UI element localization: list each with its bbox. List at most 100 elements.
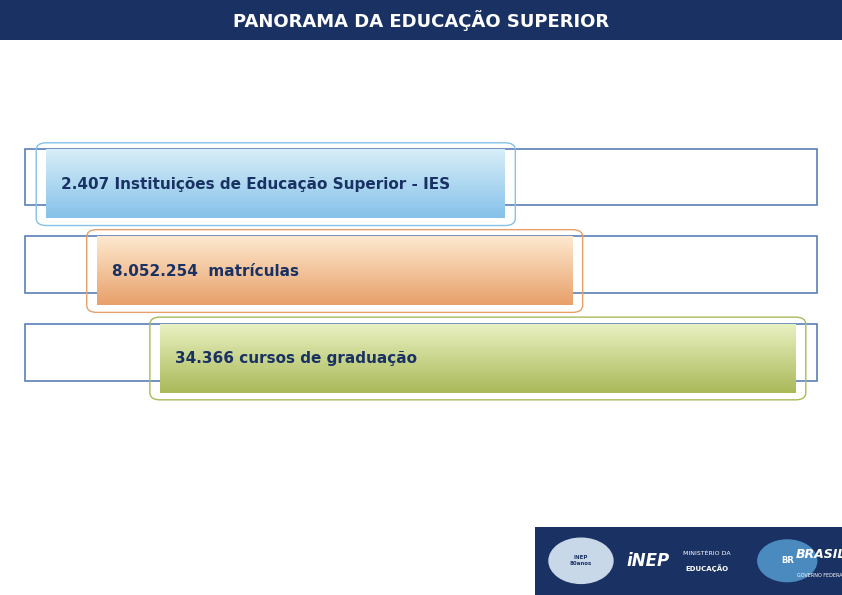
FancyBboxPatch shape <box>160 366 796 368</box>
FancyBboxPatch shape <box>97 290 573 292</box>
FancyBboxPatch shape <box>160 357 796 358</box>
FancyBboxPatch shape <box>97 274 573 275</box>
FancyBboxPatch shape <box>46 183 505 184</box>
FancyBboxPatch shape <box>160 339 796 340</box>
FancyBboxPatch shape <box>97 273 573 274</box>
FancyBboxPatch shape <box>46 178 505 180</box>
FancyBboxPatch shape <box>160 376 796 378</box>
Text: GOVERNO FEDERAL: GOVERNO FEDERAL <box>797 572 842 578</box>
FancyBboxPatch shape <box>46 215 505 217</box>
FancyBboxPatch shape <box>46 195 505 197</box>
FancyBboxPatch shape <box>97 251 573 253</box>
FancyBboxPatch shape <box>97 243 573 245</box>
FancyBboxPatch shape <box>97 291 573 293</box>
FancyBboxPatch shape <box>25 149 817 205</box>
FancyBboxPatch shape <box>97 270 573 272</box>
Text: iNEP: iNEP <box>626 552 670 570</box>
FancyBboxPatch shape <box>97 259 573 261</box>
FancyBboxPatch shape <box>46 170 505 171</box>
FancyBboxPatch shape <box>160 334 796 336</box>
FancyBboxPatch shape <box>97 268 573 270</box>
FancyBboxPatch shape <box>97 249 573 250</box>
Text: 2.407 Instituições de Educação Superior - IES: 2.407 Instituições de Educação Superior … <box>61 177 450 192</box>
FancyBboxPatch shape <box>97 242 573 244</box>
FancyBboxPatch shape <box>0 0 842 40</box>
FancyBboxPatch shape <box>97 292 573 294</box>
FancyBboxPatch shape <box>160 372 796 374</box>
FancyBboxPatch shape <box>46 205 505 207</box>
FancyBboxPatch shape <box>46 183 505 185</box>
FancyBboxPatch shape <box>97 262 573 264</box>
FancyBboxPatch shape <box>46 152 505 154</box>
FancyBboxPatch shape <box>160 353 796 355</box>
FancyBboxPatch shape <box>46 174 505 176</box>
FancyBboxPatch shape <box>46 214 505 216</box>
FancyBboxPatch shape <box>160 355 796 356</box>
FancyBboxPatch shape <box>97 293 573 295</box>
FancyBboxPatch shape <box>46 210 505 212</box>
FancyBboxPatch shape <box>46 151 505 152</box>
FancyBboxPatch shape <box>160 335 796 337</box>
FancyBboxPatch shape <box>160 378 796 380</box>
FancyBboxPatch shape <box>46 192 505 193</box>
FancyBboxPatch shape <box>160 337 796 339</box>
FancyBboxPatch shape <box>160 367 796 369</box>
FancyBboxPatch shape <box>160 324 796 325</box>
Text: MINISTÉRIO DA: MINISTÉRIO DA <box>684 550 731 556</box>
FancyBboxPatch shape <box>46 194 505 196</box>
FancyBboxPatch shape <box>160 356 796 358</box>
FancyBboxPatch shape <box>160 326 796 328</box>
FancyBboxPatch shape <box>97 300 573 302</box>
FancyBboxPatch shape <box>97 286 573 288</box>
FancyBboxPatch shape <box>46 212 505 214</box>
FancyBboxPatch shape <box>160 387 796 389</box>
FancyBboxPatch shape <box>160 390 796 392</box>
FancyBboxPatch shape <box>46 149 505 151</box>
FancyBboxPatch shape <box>160 327 796 329</box>
FancyBboxPatch shape <box>97 245 573 247</box>
Text: 34.366 cursos de graduação: 34.366 cursos de graduação <box>175 351 417 366</box>
FancyBboxPatch shape <box>46 204 505 206</box>
FancyBboxPatch shape <box>46 163 505 165</box>
FancyBboxPatch shape <box>160 369 796 371</box>
FancyBboxPatch shape <box>46 173 505 175</box>
FancyBboxPatch shape <box>160 330 796 332</box>
FancyBboxPatch shape <box>160 386 796 388</box>
FancyBboxPatch shape <box>97 266 573 268</box>
FancyBboxPatch shape <box>97 253 573 255</box>
FancyBboxPatch shape <box>160 325 796 327</box>
FancyBboxPatch shape <box>46 181 505 183</box>
FancyBboxPatch shape <box>97 282 573 284</box>
FancyBboxPatch shape <box>160 371 796 373</box>
FancyBboxPatch shape <box>97 302 573 304</box>
FancyBboxPatch shape <box>97 299 573 300</box>
FancyBboxPatch shape <box>46 179 505 181</box>
FancyBboxPatch shape <box>160 346 796 348</box>
FancyBboxPatch shape <box>46 162 505 164</box>
FancyBboxPatch shape <box>160 377 796 379</box>
FancyBboxPatch shape <box>46 201 505 202</box>
FancyBboxPatch shape <box>97 264 573 265</box>
FancyBboxPatch shape <box>97 301 573 303</box>
FancyBboxPatch shape <box>160 382 796 384</box>
FancyBboxPatch shape <box>46 186 505 187</box>
FancyBboxPatch shape <box>97 261 573 263</box>
FancyBboxPatch shape <box>97 287 573 289</box>
FancyBboxPatch shape <box>46 169 505 170</box>
FancyBboxPatch shape <box>97 296 573 298</box>
FancyBboxPatch shape <box>97 244 573 246</box>
FancyBboxPatch shape <box>97 278 573 280</box>
FancyBboxPatch shape <box>25 236 817 293</box>
FancyBboxPatch shape <box>46 177 505 178</box>
FancyBboxPatch shape <box>46 209 505 211</box>
Text: EDUCAÇÃO: EDUCAÇÃO <box>685 565 729 572</box>
FancyBboxPatch shape <box>160 349 796 350</box>
FancyBboxPatch shape <box>97 237 573 239</box>
FancyBboxPatch shape <box>46 176 505 177</box>
FancyBboxPatch shape <box>535 527 842 595</box>
FancyBboxPatch shape <box>46 198 505 199</box>
FancyBboxPatch shape <box>97 285 573 287</box>
FancyBboxPatch shape <box>97 298 573 299</box>
FancyBboxPatch shape <box>97 276 573 278</box>
FancyBboxPatch shape <box>97 277 573 279</box>
